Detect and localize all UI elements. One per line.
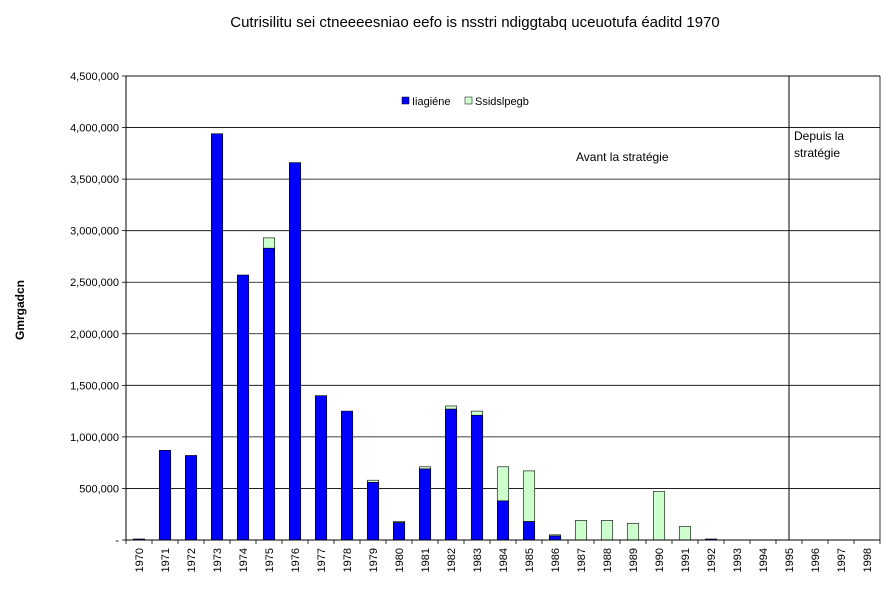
x-tick-label: 1986	[550, 548, 562, 572]
bar-iiagiene-1977	[314, 395, 328, 541]
x-tick-label: 1987	[576, 548, 588, 572]
x-tick-label: 1990	[654, 548, 666, 572]
x-tick-label: 1996	[810, 548, 822, 572]
y-tick-label: 3,000,000	[70, 226, 119, 238]
y-tick-label: 500,000	[79, 483, 119, 495]
bar-ssidslpegb-1975	[262, 237, 276, 249]
y-tick-label: 2,000,000	[70, 329, 119, 341]
x-tick-label: 1998	[862, 548, 874, 572]
y-tick-label: 4,000,000	[70, 123, 119, 135]
x-tick-label: 1988	[602, 548, 614, 572]
bar-iiagiene-1978	[340, 410, 354, 541]
x-tick-label: 1980	[394, 548, 406, 572]
bar-ssidslpegb-1986	[548, 534, 562, 537]
y-tick-label: 4,500,000	[70, 71, 119, 83]
x-tick-label: 1971	[160, 548, 172, 572]
x-tick-label: 1993	[732, 548, 744, 572]
bar-ssidslpegb-1990	[652, 491, 666, 541]
bars	[132, 133, 718, 541]
x-tick-label: 1977	[316, 548, 328, 572]
x-tick-label: 1979	[368, 548, 380, 572]
annotation-after-strategy-line-1: Depuis la	[794, 129, 844, 143]
bar-ssidslpegb-1979	[366, 479, 380, 483]
bar-ssidslpegb-1989	[626, 523, 640, 541]
annotation-before-strategy: Avant la stratégie	[576, 150, 669, 164]
bar-iiagiene-1972	[184, 455, 198, 541]
x-tick-labels: 1970 1971 1972 1973 1974 1975 1976 1977 1978 1979…	[125, 540, 881, 572]
bar-ssidslpegb-1981	[418, 466, 432, 470]
legend-label-ssidslpegb: Ssidslpegb	[475, 96, 529, 108]
x-tick-label: 1983	[472, 548, 484, 572]
axes	[125, 75, 881, 541]
x-tick-label: 1976	[290, 548, 302, 572]
x-tick-label: 1985	[524, 548, 536, 572]
y-tick-label: 1,500,000	[70, 380, 119, 392]
x-tick-label: 1984	[498, 548, 510, 572]
y-tick-labels: - 500,000 1,000,000 1,500,000 2,000,000 2,500…	[70, 71, 126, 547]
bar-iiagiene-1984	[496, 500, 510, 541]
y-tick-label: 2,500,000	[70, 277, 119, 289]
y-axis-label: Gmrgadcn	[13, 280, 27, 340]
legend-swatch-iiagiene	[401, 96, 410, 105]
bar-iiagiene-1975	[262, 247, 276, 541]
x-tick-label: 1970	[134, 548, 146, 572]
x-tick-label: 1982	[446, 548, 458, 572]
x-tick-label: 1978	[342, 548, 354, 572]
x-tick-label: 1975	[264, 548, 276, 572]
bar-iiagiene-1976	[288, 162, 302, 541]
bar-ssidslpegb-1987	[574, 520, 588, 541]
bar-iiagiene-1981	[418, 468, 432, 541]
bar-iiagiene-1982	[444, 408, 458, 541]
bar-ssidslpegb-1984	[496, 466, 510, 502]
bar-iiagiene-1986	[548, 535, 562, 541]
y-tick-label: 3,500,000	[70, 174, 119, 186]
bar-ssidslpegb-1991	[678, 526, 692, 541]
legend-swatch-ssidslpegb	[464, 96, 473, 105]
chart-title: Cutrisilitu sei ctneeeesniao eefo is nss…	[230, 14, 720, 31]
x-tick-label: 1972	[186, 548, 198, 572]
x-tick-label: 1995	[784, 548, 796, 572]
x-tick-label: 1973	[212, 548, 224, 572]
bar-iiagiene-1973	[210, 133, 224, 541]
x-tick-label: 1997	[836, 548, 848, 572]
annotation-after-strategy-line-2: stratégie	[794, 146, 840, 160]
legend-label-iiagiene: Iiagiéne	[412, 96, 451, 108]
bar-ssidslpegb-1985	[522, 470, 536, 522]
legend: Iiagiéne Ssidslpegb	[401, 96, 529, 108]
x-tick-label: 1994	[758, 548, 770, 572]
bar-iiagiene-1979	[366, 481, 380, 541]
annotations: Avant la stratégie Depuis la stratégie	[576, 129, 844, 164]
y-tick-label: -	[115, 535, 119, 547]
x-tick-label: 1981	[420, 548, 432, 572]
bar-ssidslpegb-1988	[600, 520, 614, 541]
bar-ssidslpegb-1980	[392, 521, 406, 523]
x-tick-label: 1992	[706, 548, 718, 572]
bar-iiagiene-1971	[158, 449, 172, 541]
y-tick-label: 1,000,000	[70, 432, 119, 444]
bar-iiagiene-1974	[236, 274, 250, 541]
x-tick-label: 1974	[238, 548, 250, 572]
bar-ssidslpegb-1983	[470, 410, 484, 416]
bar-ssidslpegb-1982	[444, 405, 458, 410]
x-tick-label: 1991	[680, 548, 692, 572]
x-tick-label: 1989	[628, 548, 640, 572]
bar-iiagiene-1985	[522, 521, 536, 541]
bar-iiagiene-1983	[470, 414, 484, 541]
bar-iiagiene-1980	[392, 522, 406, 541]
